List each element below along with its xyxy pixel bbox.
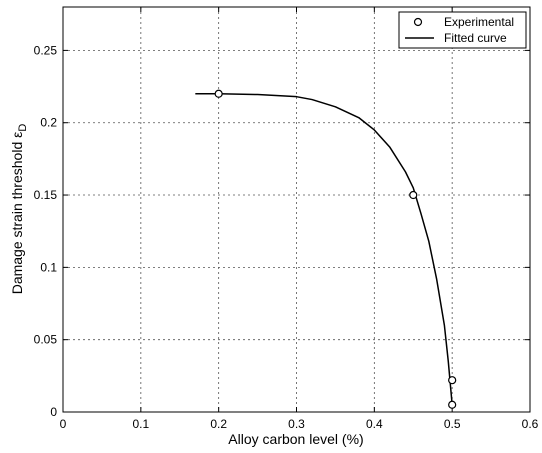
legend: Experimental Fitted curve — [398, 11, 527, 49]
y-axis-label-main: Damage strain threshold ε — [9, 132, 25, 295]
experimental-point — [214, 89, 223, 98]
legend-label-fitted: Fitted curve — [444, 31, 507, 45]
axis-ticks — [62, 7, 531, 413]
x-tick-label: 0.4 — [366, 417, 383, 431]
y-tick-label: 0.15 — [34, 188, 58, 202]
experimental-point — [409, 190, 418, 200]
y-tick-labels: 0 0.05 0.1 0.15 0.2 0.25 — [34, 43, 58, 419]
x-tick-label: 0.5 — [444, 417, 461, 431]
series-layer — [195, 89, 457, 409]
x-tick-label: 0 — [60, 417, 67, 431]
fitted-curve-line — [195, 93, 453, 405]
y-axis-label-subscript: D — [17, 124, 29, 132]
y-tick-label: 0.1 — [40, 260, 57, 274]
x-tick-label: 0.3 — [288, 417, 305, 431]
x-tick-label: 0.6 — [522, 417, 539, 431]
legend-box — [398, 11, 527, 49]
experimental-point — [448, 376, 457, 385]
x-axis-label: Alloy carbon level (%) — [228, 431, 363, 447]
x-tick-label: 0.2 — [210, 417, 227, 431]
y-tick-label: 0 — [50, 405, 57, 419]
x-tick-label: 0.1 — [132, 417, 149, 431]
experimental-point — [448, 400, 457, 409]
legend-label-experimental: Experimental — [444, 15, 514, 29]
grid — [63, 7, 530, 412]
legend-marker-experimental — [413, 17, 423, 27]
y-axis-label: Damage strain threshold εD — [9, 124, 29, 295]
y-tick-label: 0.25 — [34, 43, 58, 57]
y-tick-label: 0.2 — [40, 116, 57, 130]
y-tick-label: 0.05 — [34, 333, 58, 347]
x-tick-labels: 0 0.1 0.2 0.3 0.4 0.5 0.6 — [60, 417, 539, 431]
